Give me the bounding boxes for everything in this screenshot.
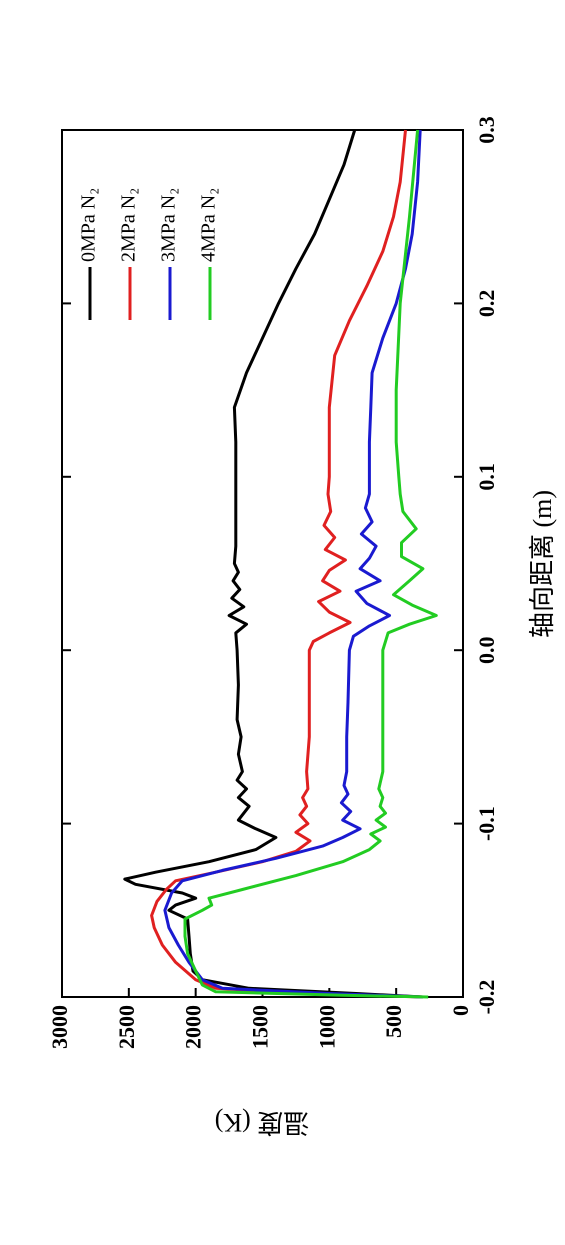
legend-label: 0MPa N₂: [78, 188, 100, 262]
y-tick-label: 2500: [114, 1005, 139, 1049]
series-line: [123, 129, 423, 999]
x-tick-label: 0.0: [474, 636, 499, 664]
rotated-chart: 轴向距离 (m) 温度 (K) -0.2 -0.1 0.0 0.1 0.2 0.3 0 500…: [47, 116, 557, 1137]
series-line: [163, 129, 423, 999]
y-tick-label: 500: [381, 1005, 406, 1038]
y-tick-label: 2000: [181, 1005, 206, 1049]
series-line: [150, 129, 423, 999]
y-tick-label: 1000: [314, 1005, 339, 1049]
y-tick-label: 0: [448, 1005, 473, 1016]
x-tick-label: -0.1: [474, 806, 499, 841]
legend-label: 3MPa N₂: [158, 188, 180, 262]
y-tick-label: 1500: [248, 1005, 273, 1049]
y-axis-title: 温度 (K): [215, 1108, 310, 1137]
series-line: [183, 129, 438, 999]
x-tick-label: 0.3: [474, 116, 499, 144]
x-tick-label: 0.1: [474, 463, 499, 491]
x-tick-label: 0.2: [474, 290, 499, 318]
legend-label: 2MPa N₂: [118, 188, 140, 262]
x-axis-title: 轴向距离 (m): [528, 490, 557, 638]
legend-label: 4MPa N₂: [198, 188, 220, 262]
y-tick-label: 3000: [47, 1005, 72, 1049]
x-tick-label: -0.2: [474, 980, 499, 1015]
